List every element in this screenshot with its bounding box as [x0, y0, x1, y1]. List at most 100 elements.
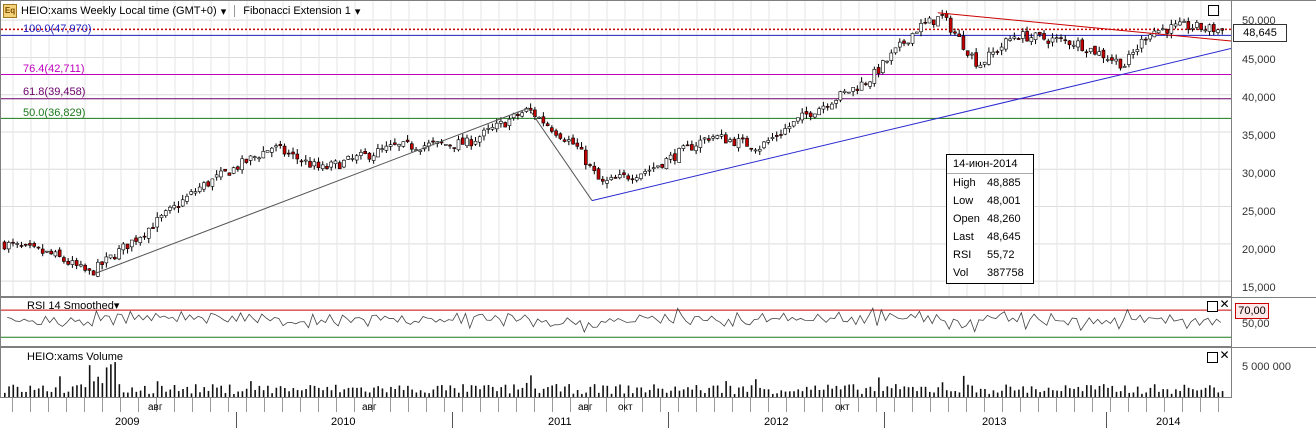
- candle: [893, 47, 898, 54]
- candle: [545, 123, 550, 126]
- candle: [15, 243, 20, 245]
- candle: [902, 40, 906, 44]
- candle: [711, 136, 715, 139]
- info-row: High 48,885: [953, 177, 1021, 189]
- volume-bar: [46, 391, 49, 397]
- volume-bar: [640, 387, 643, 397]
- candle: [465, 137, 469, 147]
- price-chart-canvas[interactable]: [1, 1, 1231, 296]
- chevron-down-icon[interactable]: ▾: [113, 300, 120, 312]
- volume-bar: [924, 386, 927, 397]
- month-label: авг: [362, 402, 377, 413]
- time-tick: [444, 398, 445, 412]
- volume-bar: [928, 391, 931, 397]
- volume-bar: [250, 381, 252, 397]
- symbol-title[interactable]: HEIO:xams Weekly Local time (GMT+0): [21, 5, 217, 17]
- candle: [881, 60, 885, 74]
- volume-bar: [449, 385, 452, 397]
- maximize-icon[interactable]: [1207, 301, 1218, 312]
- candle: [1110, 57, 1114, 61]
- candle: [6, 242, 11, 250]
- volume-bar: [1162, 389, 1164, 397]
- volume-bar: [873, 391, 876, 397]
- volume-bar: [343, 389, 346, 397]
- volume-bar: [139, 390, 142, 397]
- volume-bar: [165, 391, 167, 397]
- volume-bar: [742, 386, 744, 397]
- trendline-support[interactable]: [591, 48, 1231, 202]
- rsi-pane[interactable]: RSI 14 Smoothed▾ ✕: [0, 297, 1232, 347]
- candle: [185, 195, 189, 202]
- time-axis[interactable]: авг авг авг окт окт 2009 2010 2011 2012 …: [0, 397, 1232, 428]
- candle: [108, 254, 113, 259]
- candle: [787, 126, 792, 130]
- candle: [202, 182, 206, 190]
- study-title[interactable]: Fibonacci Extension 1: [243, 5, 351, 17]
- candle: [23, 243, 28, 246]
- candle: [575, 142, 580, 147]
- volume-chart-canvas[interactable]: [1, 348, 1231, 397]
- candle: [592, 165, 597, 172]
- maximize-icon[interactable]: [1207, 352, 1218, 363]
- time-tick: [1218, 398, 1219, 412]
- volume-bar: [364, 391, 367, 397]
- volume-bar: [1124, 385, 1126, 397]
- volume-bar: [1166, 389, 1169, 397]
- volume-bar: [665, 392, 668, 397]
- volume-bar: [538, 392, 541, 397]
- rsi-chart-canvas[interactable]: [1, 298, 1231, 346]
- volume-bar: [54, 387, 57, 397]
- volume-bar: [122, 392, 125, 397]
- volume-bar: [517, 389, 520, 397]
- candle: [736, 138, 741, 149]
- chevron-down-icon[interactable]: ▾: [220, 5, 227, 18]
- close-icon[interactable]: ✕: [1219, 348, 1230, 362]
- time-tick: [282, 398, 283, 412]
- candle: [855, 88, 860, 91]
- time-tick: [228, 398, 229, 412]
- candle: [1008, 38, 1012, 41]
- volume-bar: [466, 391, 469, 397]
- close-icon[interactable]: ✕: [1219, 297, 1230, 311]
- candle: [914, 31, 919, 34]
- volume-bar: [623, 393, 626, 397]
- price-tick: 20,000: [1242, 244, 1276, 256]
- volume-bar: [1026, 392, 1029, 397]
- price-pane[interactable]: Eq HEIO:xams Weekly Local time (GMT+0) ▾…: [0, 0, 1232, 297]
- time-tick: [66, 398, 67, 412]
- time-tick: [1146, 398, 1147, 412]
- volume-pane[interactable]: HEIO:xams Volume ✕: [0, 347, 1232, 398]
- volume-bar: [984, 389, 986, 397]
- candle: [685, 144, 690, 147]
- time-tick: [138, 398, 139, 412]
- volume-bar: [8, 386, 10, 397]
- time-tick: [858, 398, 859, 412]
- candle: [11, 241, 15, 244]
- rsi-title[interactable]: RSI 14 Smoothed▾: [27, 300, 120, 312]
- volume-bar: [474, 385, 477, 397]
- candle: [2, 241, 7, 250]
- candle: [634, 177, 639, 181]
- candle: [113, 256, 117, 260]
- chevron-down-icon[interactable]: ▾: [354, 5, 361, 18]
- volume-bar: [419, 390, 422, 397]
- candle: [1122, 66, 1127, 68]
- maximize-icon[interactable]: [1208, 5, 1219, 16]
- volume-bar: [746, 391, 749, 397]
- candle: [197, 186, 202, 192]
- price-axis[interactable]: 50,000 45,000 40,000 35,000 30,000 25,00…: [1208, 0, 1316, 297]
- volume-bar: [16, 386, 19, 397]
- time-tick: [732, 398, 733, 412]
- fib-extension-tool[interactable]: [94, 107, 593, 275]
- volume-bar: [322, 390, 324, 397]
- volume-bar: [462, 384, 464, 397]
- candle: [1054, 37, 1059, 40]
- volume-bar: [135, 391, 138, 397]
- candle: [206, 181, 210, 187]
- volume-title[interactable]: HEIO:xams Volume: [27, 351, 123, 363]
- volume-bar: [156, 381, 159, 397]
- candle: [664, 158, 669, 169]
- volume-bar: [581, 393, 583, 397]
- volume-bar: [428, 393, 430, 397]
- trendline-resistance[interactable]: [937, 12, 1231, 42]
